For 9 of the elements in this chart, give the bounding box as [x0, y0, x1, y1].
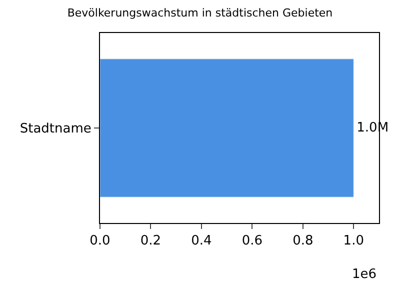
x-tick-label: 1.0	[343, 234, 364, 249]
x-tick-label: 0.8	[292, 234, 314, 249]
x-tick-label: 0.4	[191, 234, 212, 249]
x-tick-label: 0.6	[242, 234, 263, 249]
y-tick-label: Stadtname	[20, 122, 92, 137]
chart-title: Bevölkerungswachstum in städtischen Gebieten	[67, 6, 333, 20]
x-tick-label: 0.2	[140, 234, 162, 249]
x-tick-label: 0.0	[90, 234, 110, 249]
x-axis-title: 1e6	[352, 267, 377, 282]
